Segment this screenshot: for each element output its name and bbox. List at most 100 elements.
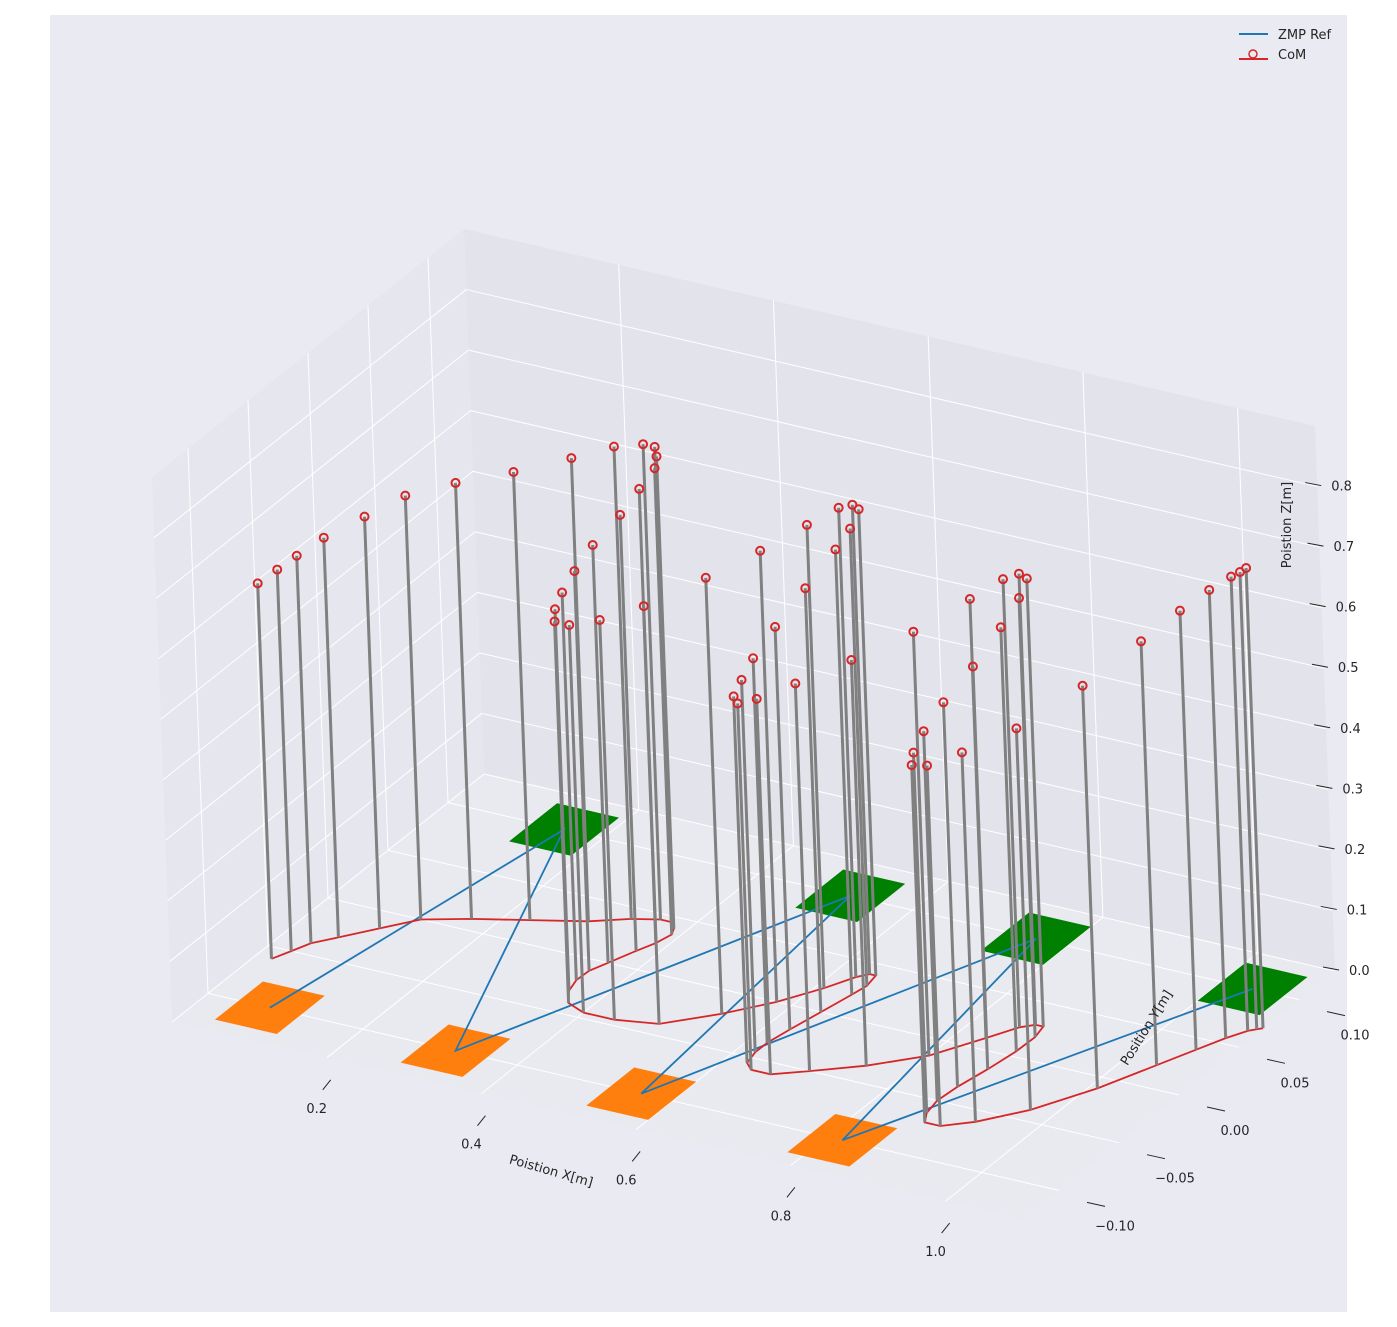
pendulum-line bbox=[910, 765, 927, 1123]
pendulum-line bbox=[1207, 589, 1228, 1039]
com-marker bbox=[1011, 723, 1022, 734]
pendulum-line bbox=[612, 446, 633, 920]
com-marker bbox=[938, 697, 949, 708]
pendulum-line bbox=[922, 731, 939, 1101]
x-grid-back bbox=[618, 264, 640, 810]
z-tick-mark bbox=[1320, 905, 1337, 910]
pendulum-line bbox=[560, 592, 578, 981]
pendulum-line bbox=[511, 471, 532, 921]
com-marker bbox=[649, 441, 660, 452]
com-marker bbox=[634, 483, 645, 494]
x-tick-mark bbox=[941, 1222, 951, 1234]
back-pane-face bbox=[464, 229, 1335, 971]
com-marker bbox=[638, 439, 649, 450]
pendulum-line bbox=[960, 752, 977, 1122]
pendulum-line bbox=[837, 507, 858, 978]
right-footprint bbox=[214, 981, 325, 1034]
z-tick-label: 0.0 bbox=[1349, 964, 1370, 979]
com-marker bbox=[700, 572, 711, 583]
z-tick-label: 0.6 bbox=[1336, 601, 1357, 616]
com-marker bbox=[608, 441, 619, 452]
y-tick-mark bbox=[1086, 1201, 1106, 1207]
com-marker bbox=[964, 593, 975, 604]
pendulum-line bbox=[1244, 567, 1265, 1029]
com-marker bbox=[291, 550, 302, 561]
pendulum-line bbox=[755, 698, 772, 1075]
com-marker bbox=[566, 453, 577, 464]
com-marker bbox=[845, 523, 856, 534]
com-marker bbox=[967, 661, 978, 672]
legend-com-label: CoM bbox=[1278, 48, 1306, 63]
pendulum-line bbox=[758, 550, 779, 1002]
y-grid-side bbox=[367, 305, 389, 851]
pendulum-line bbox=[849, 659, 868, 1066]
pendulum-line bbox=[971, 666, 990, 1070]
pendulum-line bbox=[618, 514, 638, 951]
y-tick-label: 0.05 bbox=[1281, 1076, 1310, 1091]
x-tick-mark bbox=[786, 1186, 796, 1198]
com-marker bbox=[906, 760, 917, 771]
com-marker bbox=[549, 604, 560, 615]
pendulum-line bbox=[848, 528, 869, 986]
z-tick-mark bbox=[1305, 482, 1322, 487]
pendulum-line bbox=[941, 702, 960, 1087]
z-tick-mark bbox=[1322, 966, 1340, 971]
z-grid-back bbox=[466, 289, 1318, 488]
pendulum-line bbox=[403, 495, 423, 920]
legend-com-marker bbox=[1248, 49, 1258, 59]
pendulum-line bbox=[275, 569, 293, 952]
com-marker bbox=[649, 463, 660, 474]
x-tick-mark bbox=[322, 1079, 332, 1091]
com-marker bbox=[651, 451, 662, 462]
pendulum-line bbox=[642, 606, 661, 1024]
com-marker bbox=[1136, 636, 1147, 647]
z-grid-side bbox=[153, 289, 467, 538]
com-marker bbox=[908, 747, 919, 758]
x-tick-label: 1.0 bbox=[925, 1245, 946, 1260]
y-grid-side bbox=[307, 352, 329, 899]
pendulum-line bbox=[553, 621, 571, 1004]
pendulum-line bbox=[833, 549, 854, 995]
com-marker bbox=[359, 511, 370, 522]
y-tick-label: 0.10 bbox=[1341, 1029, 1370, 1044]
z-tick-label: 0.5 bbox=[1338, 661, 1359, 676]
com-marker bbox=[833, 502, 844, 513]
com-marker bbox=[508, 467, 519, 478]
x-grid-back bbox=[927, 336, 949, 882]
pendulum-line bbox=[1081, 685, 1099, 1089]
z-tick-label: 0.4 bbox=[1340, 722, 1361, 737]
com-markers bbox=[252, 439, 1252, 771]
pendulum-line bbox=[803, 588, 823, 1013]
z-tick-mark bbox=[1318, 845, 1335, 850]
y-tick-mark bbox=[1326, 1011, 1346, 1017]
y-tick-label: 0.00 bbox=[1221, 1124, 1250, 1139]
y-tick-mark bbox=[1266, 1058, 1286, 1064]
pendulum-line bbox=[805, 524, 826, 989]
y-grid-side bbox=[247, 400, 269, 946]
pendulum-line bbox=[1001, 579, 1021, 1028]
com-marker bbox=[1013, 568, 1024, 579]
z-grid-back bbox=[468, 349, 1320, 548]
com-marker bbox=[564, 620, 575, 631]
z-grid-side bbox=[165, 591, 478, 841]
com-marker bbox=[830, 544, 841, 555]
com-marker bbox=[995, 622, 1006, 633]
pendulum-line bbox=[653, 468, 674, 935]
x-tick-label: 0.6 bbox=[616, 1173, 637, 1188]
pendulum-line bbox=[641, 444, 663, 920]
x-tick-label: 0.2 bbox=[306, 1102, 327, 1117]
pendulum-line bbox=[911, 752, 929, 1114]
com-marker bbox=[450, 477, 461, 488]
pendulum-line bbox=[572, 571, 591, 971]
z-tick-mark bbox=[1314, 724, 1331, 729]
pendulum-line bbox=[911, 631, 931, 1056]
z-tick-label: 0.1 bbox=[1347, 903, 1368, 918]
com-marker bbox=[1226, 571, 1237, 582]
pendulum-line bbox=[655, 456, 676, 929]
legend: ZMP Ref CoM bbox=[1239, 28, 1332, 63]
y-grid-side bbox=[427, 257, 449, 803]
pendulum-line bbox=[857, 509, 878, 976]
pendulum-line bbox=[1017, 597, 1037, 1038]
pendulum-line bbox=[567, 624, 585, 1013]
y-tick-label: −0.10 bbox=[1095, 1219, 1135, 1234]
